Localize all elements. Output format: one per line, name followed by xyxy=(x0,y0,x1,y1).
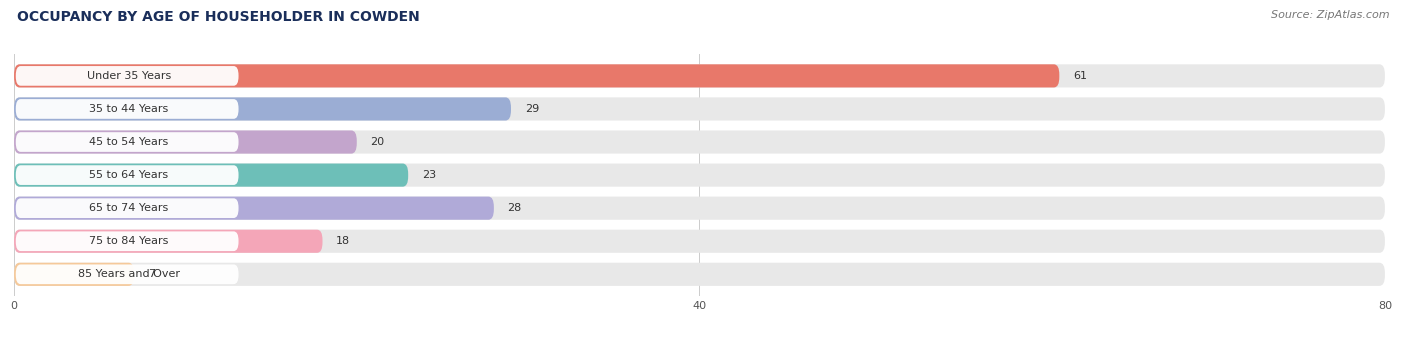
FancyBboxPatch shape xyxy=(15,265,239,284)
FancyBboxPatch shape xyxy=(14,64,1059,87)
FancyBboxPatch shape xyxy=(14,131,357,154)
Text: 29: 29 xyxy=(524,104,538,114)
Text: 55 to 64 Years: 55 to 64 Years xyxy=(90,170,169,180)
Text: 35 to 44 Years: 35 to 44 Years xyxy=(89,104,169,114)
FancyBboxPatch shape xyxy=(14,230,322,253)
FancyBboxPatch shape xyxy=(14,97,510,121)
Text: 7: 7 xyxy=(148,269,155,279)
Text: 75 to 84 Years: 75 to 84 Years xyxy=(89,236,169,246)
FancyBboxPatch shape xyxy=(15,165,239,185)
FancyBboxPatch shape xyxy=(14,230,1385,253)
FancyBboxPatch shape xyxy=(14,97,1385,121)
Text: 20: 20 xyxy=(371,137,385,147)
FancyBboxPatch shape xyxy=(14,164,408,187)
Text: Under 35 Years: Under 35 Years xyxy=(87,71,172,81)
Text: 28: 28 xyxy=(508,203,522,213)
FancyBboxPatch shape xyxy=(14,164,1385,187)
FancyBboxPatch shape xyxy=(15,99,239,119)
Text: 85 Years and Over: 85 Years and Over xyxy=(77,269,180,279)
Text: 23: 23 xyxy=(422,170,436,180)
FancyBboxPatch shape xyxy=(15,198,239,218)
Text: Source: ZipAtlas.com: Source: ZipAtlas.com xyxy=(1271,10,1389,20)
FancyBboxPatch shape xyxy=(14,197,494,220)
FancyBboxPatch shape xyxy=(14,263,134,286)
Text: OCCUPANCY BY AGE OF HOUSEHOLDER IN COWDEN: OCCUPANCY BY AGE OF HOUSEHOLDER IN COWDE… xyxy=(17,10,419,24)
Text: 61: 61 xyxy=(1073,71,1087,81)
FancyBboxPatch shape xyxy=(15,66,239,86)
FancyBboxPatch shape xyxy=(14,197,1385,220)
FancyBboxPatch shape xyxy=(15,132,239,152)
FancyBboxPatch shape xyxy=(14,263,1385,286)
Text: 45 to 54 Years: 45 to 54 Years xyxy=(89,137,169,147)
Text: 18: 18 xyxy=(336,236,350,246)
FancyBboxPatch shape xyxy=(14,131,1385,154)
Text: 65 to 74 Years: 65 to 74 Years xyxy=(89,203,169,213)
FancyBboxPatch shape xyxy=(15,232,239,251)
FancyBboxPatch shape xyxy=(14,64,1385,87)
